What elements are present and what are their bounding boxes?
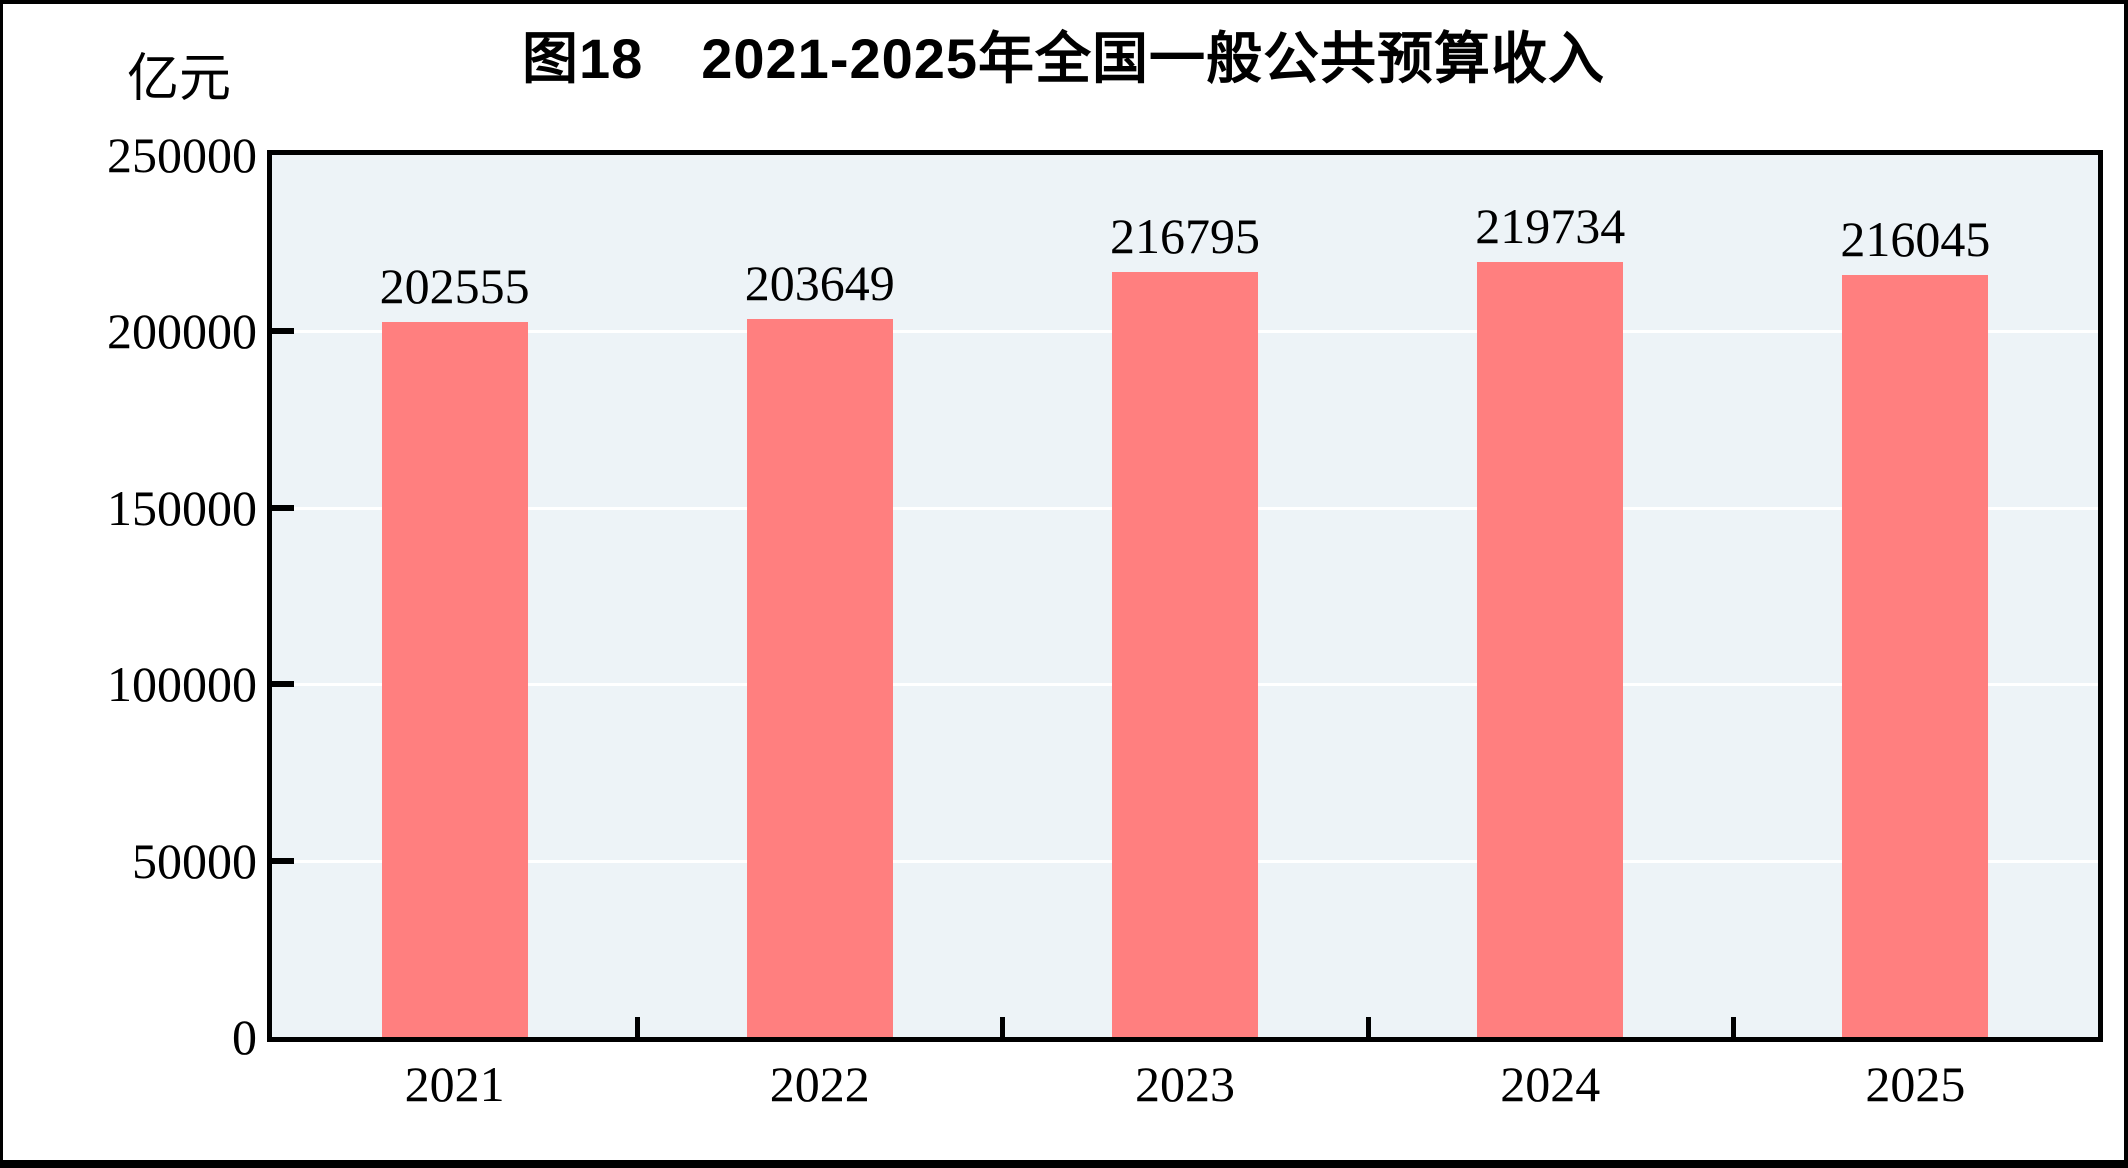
x-axis-tick-3 (1365, 1017, 1371, 1037)
value-label-2021: 202555 (379, 258, 530, 315)
y-tick-label-150000: 150000 (107, 479, 257, 536)
x-axis-tick-1 (635, 1017, 641, 1037)
chart-title-text: 2021-2025年全国一般公共预算收入 (701, 26, 1606, 90)
x-axis-tick-2 (1000, 1017, 1006, 1037)
y-axis-tick-50000 (272, 857, 294, 864)
y-axis-tick-150000 (272, 504, 294, 511)
value-label-2023: 216795 (1110, 208, 1260, 265)
value-label-2024: 219734 (1475, 197, 1626, 254)
x-axis-tick-4 (1730, 1017, 1736, 1037)
y-axis: 0 50000 100000 150000 200000 250000 (3, 127, 257, 1065)
plot-area: 202555 203649 216795 219734 216045 (267, 150, 2103, 1042)
bar-2024 (1477, 261, 1624, 1037)
bar-2023 (1111, 272, 1259, 1037)
bar-2025 (1842, 274, 1989, 1037)
y-tick-label-100000: 100000 (107, 656, 257, 713)
bar-2021 (381, 322, 528, 1037)
x-tick-label-2023: 2023 (1135, 1056, 1235, 1112)
y-tick-label-50000: 50000 (132, 832, 257, 889)
value-label-2022: 203649 (744, 254, 895, 311)
x-tick-label-2021: 2021 (404, 1056, 505, 1112)
y-axis-tick-100000 (272, 681, 294, 688)
x-tick-label-2024: 2024 (1500, 1056, 1601, 1112)
x-tick-label-2025: 2025 (1865, 1056, 1966, 1112)
chart-title-number: 图18 (521, 26, 644, 90)
value-label-2025: 216045 (1840, 210, 1991, 267)
y-tick-label-0: 0 (232, 1009, 257, 1065)
y-axis-unit-label: 亿元 (126, 51, 231, 108)
y-tick-label-200000: 200000 (107, 303, 257, 360)
bar-2022 (746, 318, 893, 1037)
chart-title: 图18 2021-2025年全国一般公共预算收入 (3, 20, 2124, 90)
y-axis-tick-200000 (272, 328, 294, 335)
y-tick-label-250000: 250000 (107, 127, 257, 183)
x-tick-label-2022: 2022 (769, 1056, 870, 1112)
x-axis: 2021 2022 2023 2024 2025 (272, 1052, 2098, 1122)
